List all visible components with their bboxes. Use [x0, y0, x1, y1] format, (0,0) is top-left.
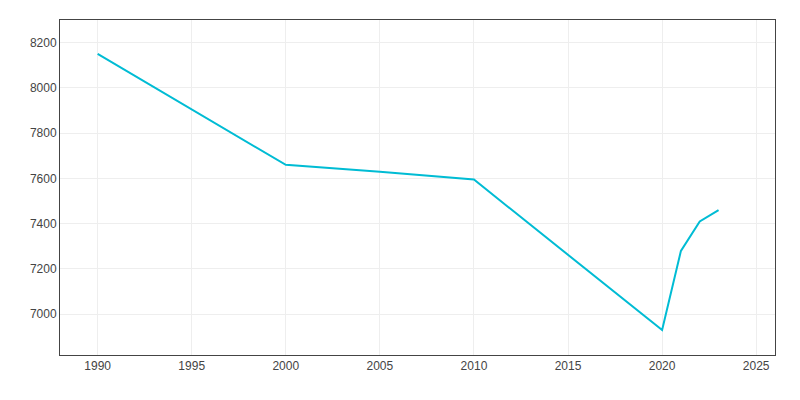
svg-text:1990: 1990: [84, 359, 111, 373]
svg-text:8200: 8200: [30, 36, 57, 50]
svg-text:2015: 2015: [555, 359, 582, 373]
svg-text:7000: 7000: [30, 307, 57, 321]
svg-text:8000: 8000: [30, 81, 57, 95]
svg-text:2005: 2005: [367, 359, 394, 373]
svg-text:2010: 2010: [461, 359, 488, 373]
svg-text:2025: 2025: [743, 359, 770, 373]
svg-text:2000: 2000: [272, 359, 299, 373]
svg-text:7200: 7200: [30, 262, 57, 276]
svg-text:1995: 1995: [178, 359, 205, 373]
svg-text:7400: 7400: [30, 217, 57, 231]
svg-text:7600: 7600: [30, 172, 57, 186]
svg-text:7800: 7800: [30, 126, 57, 140]
svg-text:2020: 2020: [649, 359, 676, 373]
